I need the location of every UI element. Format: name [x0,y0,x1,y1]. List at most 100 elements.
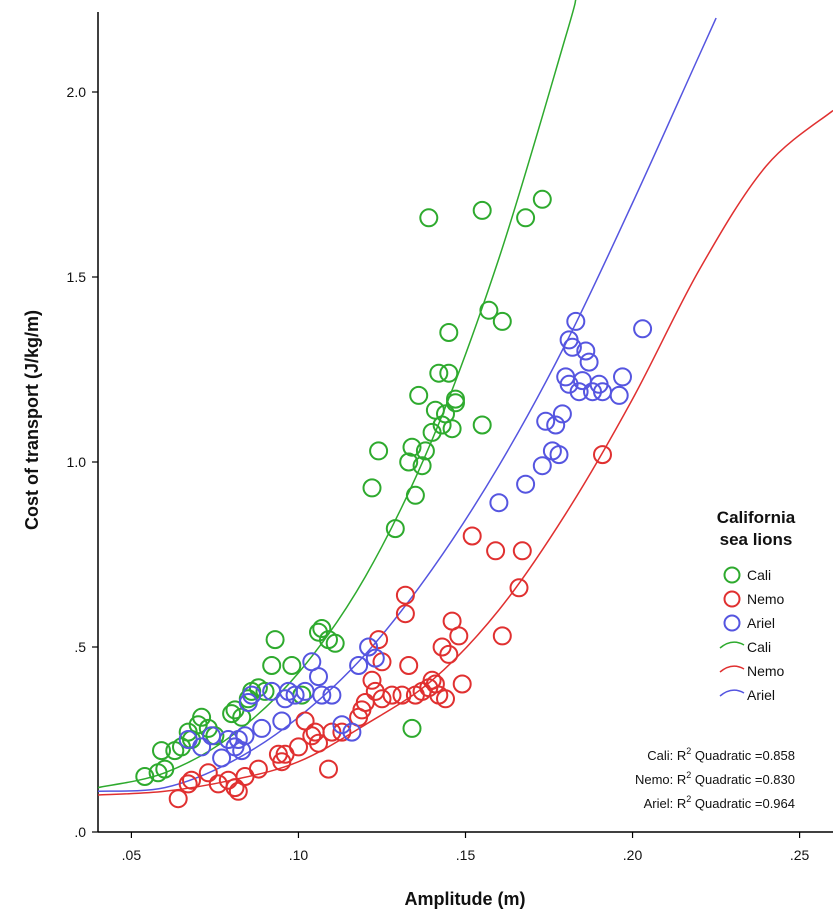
data-point-nemo [332,722,352,742]
data-point-ariel [309,667,328,687]
data-point-nemo [392,685,412,705]
x-tick-group: .05 .10 .15 .20 .25 [122,832,810,863]
data-point-nemo [305,722,325,742]
x-tick-label: .25 [790,847,810,863]
data-point-cali [415,441,435,461]
x-tick-label: .15 [456,847,476,863]
data-point-ariel [322,685,342,705]
data-point-nemo [198,763,218,783]
data-point-nemo [512,541,532,561]
x-tick-label: .20 [623,847,643,863]
data-point-ariel [562,337,582,357]
data-point-nemo [365,681,385,701]
legend-line-nemo [719,665,745,673]
legend-marker-ariel [723,614,741,632]
data-point-cali [312,619,332,638]
data-point-nemo [486,541,506,561]
data-point-cali [429,363,449,383]
data-point-nemo [289,737,308,757]
data-point-ariel [489,493,509,513]
data-point-cali [152,741,171,761]
data-point-ariel [212,748,232,768]
data-point-cali [442,419,462,439]
data-point-cali [385,519,405,539]
data-point-ariel [295,681,315,701]
data-point-ariel [516,474,536,494]
data-point-ariel [359,637,379,657]
data-point-nemo [319,759,338,779]
data-point-nemo [432,637,452,657]
data-point-cali [479,300,499,320]
data-point-nemo [395,585,415,605]
data-point-ariel [579,352,599,372]
data-point-cali [516,208,536,228]
legend-line-label-ariel: Ariel [747,687,775,703]
data-point-cali [135,767,155,786]
data-point-cali [262,656,282,675]
data-point-cali [399,452,419,472]
y-tick-label: 1.5 [67,269,87,285]
data-point-ariel [546,415,566,435]
data-point-ariel [285,685,305,705]
data-point-cali [412,456,432,476]
data-point-cali [439,323,459,342]
data-point-ariel [242,685,262,705]
x-axis-title: Amplitude (m) [405,889,526,909]
data-point-cali [222,704,242,724]
data-point-nemo [492,626,512,646]
legend-line-cali [719,641,745,649]
data-point-nemo [248,759,268,779]
data-point-cali [432,415,452,435]
legend-title-line1: California [717,508,796,527]
data-point-ariel [536,411,556,431]
fit-curve-cali [98,0,577,789]
data-point-ariel [342,722,362,742]
x-tick-label: .10 [289,847,309,863]
r-squared-label: Nemo: R2 Quadratic =0.830 [635,770,795,787]
data-point-ariel [272,711,292,731]
data-point-nemo [302,726,322,746]
data-point-cali [362,478,382,498]
legend-line-label-cali: Cali [747,639,771,655]
data-point-cali [446,389,465,409]
legend-line-label-nemo: Nemo [747,663,785,679]
data-point-ariel [613,367,632,387]
legend-label-nemo: Nemo [747,591,785,607]
data-point-ariel [192,737,212,757]
data-point-ariel [576,341,596,361]
legend-marker-cali [723,566,741,584]
y-tick-group: .0 .5 1.0 1.5 2.0 [67,84,98,840]
data-point-ariel [552,404,572,424]
legend-title-line2: sea lions [720,530,793,549]
data-points [135,189,653,809]
data-point-ariel [252,718,272,738]
data-point-ariel [569,382,589,402]
y-tick-label: 1.0 [67,454,87,470]
y-tick-label: .5 [74,639,86,655]
data-point-nemo [439,644,459,664]
data-point-ariel [232,741,252,761]
x-tick-label: .05 [122,847,142,863]
data-point-nemo [178,774,198,794]
data-point-ariel [365,648,385,668]
data-point-nemo [225,778,245,798]
data-point-cali [446,393,465,413]
data-point-cali [405,485,425,505]
data-point-nemo [382,685,402,705]
data-point-ariel [549,445,569,465]
data-point-nemo [452,674,472,694]
data-point-nemo [462,526,482,546]
legend-line-ariel [719,689,745,697]
r-squared-label: Cali: R2 Quadratic =0.858 [647,746,795,763]
legend: California sea lions Cali Nemo Ariel Cali Ne… [717,508,796,703]
data-point-cali [282,656,302,675]
data-point-cali [325,633,345,653]
legend-label-ariel: Ariel [747,615,775,631]
data-point-ariel [566,311,586,331]
legend-marker-nemo [723,590,741,608]
data-point-ariel [633,319,653,339]
data-point-ariel [349,656,369,675]
fit-curve-ariel [98,17,717,793]
data-point-cali [409,385,429,405]
